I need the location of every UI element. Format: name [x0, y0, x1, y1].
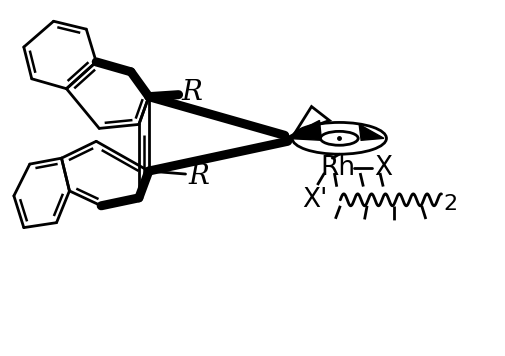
Polygon shape: [294, 106, 329, 134]
Text: X': X': [302, 187, 327, 213]
Ellipse shape: [320, 131, 358, 145]
Polygon shape: [284, 120, 321, 140]
Text: X: X: [373, 155, 391, 181]
Text: R: R: [181, 79, 202, 106]
Text: 2: 2: [442, 194, 457, 214]
Text: R: R: [188, 163, 209, 189]
Text: Rh: Rh: [320, 155, 355, 181]
Polygon shape: [359, 124, 383, 140]
